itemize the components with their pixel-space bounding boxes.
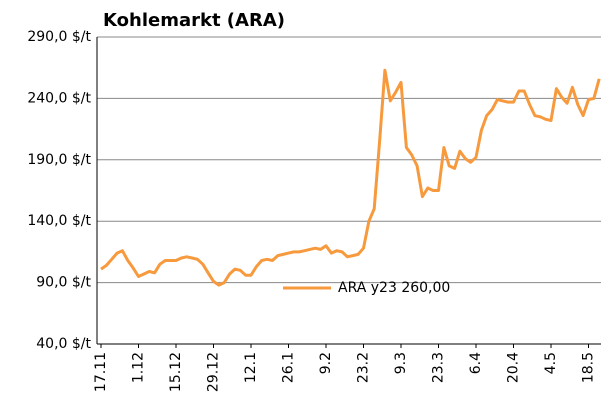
- legend-label: ARA y23 260,00: [338, 280, 450, 296]
- x-tick-label: 23.3: [431, 352, 447, 383]
- y-tick-label: 290,0 $/t: [27, 29, 91, 45]
- x-tick-label: 17.11: [93, 352, 109, 392]
- x-tick-label: 29.12: [206, 352, 222, 392]
- line: [100, 68, 601, 287]
- x-tick-label: 12.1: [243, 352, 259, 383]
- x-tick-label: 9.2: [318, 352, 334, 374]
- chart-title: Kohlemarkt (ARA): [103, 10, 285, 31]
- x-tick-label: 4.5: [543, 352, 559, 374]
- x-tick-label: 1.12: [131, 352, 147, 383]
- x-tick-label: 6.4: [468, 352, 484, 374]
- y-tick-label: 190,0 $/t: [27, 152, 91, 168]
- y-tick-label: 240,0 $/t: [27, 90, 91, 106]
- y-tick-label: 90,0 $/t: [36, 275, 91, 291]
- x-tick-label: 18.5: [581, 352, 597, 383]
- x-tick-label: 26.1: [281, 352, 297, 383]
- x-tick-label: 9.3: [393, 352, 409, 374]
- y-tick-label: 40,0 $/t: [36, 336, 91, 352]
- y-tick-label: 140,0 $/t: [27, 213, 91, 229]
- x-tick-label: 15.12: [168, 352, 184, 392]
- x-tick-label: 23.2: [356, 352, 372, 383]
- x-tick-label: 20.4: [506, 352, 522, 383]
